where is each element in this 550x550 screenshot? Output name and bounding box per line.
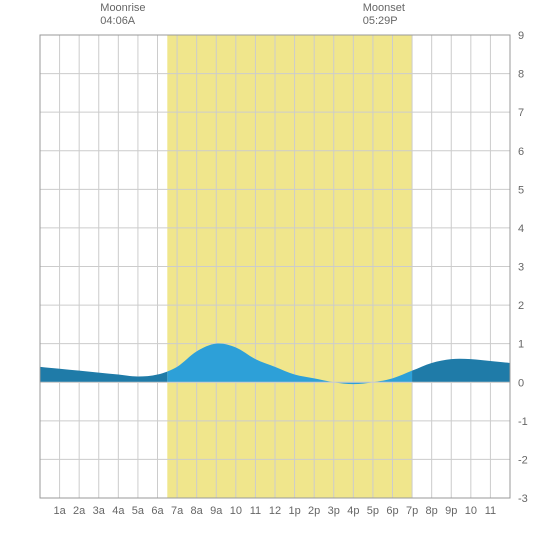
y-tick-label: 4 (518, 223, 524, 235)
x-tick-label: 9a (210, 505, 223, 517)
moonrise-label-title: Moonrise (100, 2, 145, 15)
y-tick-label: 0 (518, 377, 524, 389)
x-tick-label: 4p (347, 505, 359, 517)
x-tick-label: 11 (250, 505, 261, 517)
moonset-label-time: 05:29P (363, 15, 405, 28)
moonset-label-title: Moonset (363, 2, 405, 15)
y-tick-label: 1 (518, 339, 524, 351)
y-tick-label: 9 (518, 30, 524, 42)
x-tick-label: 4a (112, 505, 125, 517)
x-tick-label: 5p (367, 505, 379, 517)
y-tick-label: 5 (518, 184, 524, 196)
tide-chart: 1a2a3a4a5a6a7a8a9a1011121p2p3p4p5p6p7p8p… (0, 0, 550, 550)
x-tick-label: 11 (485, 505, 496, 517)
x-tick-label: 10 (230, 505, 242, 517)
x-tick-label: 8p (426, 505, 438, 517)
x-tick-label: 12 (269, 505, 281, 517)
x-tick-label: 6p (386, 505, 398, 517)
x-tick-label: 2p (308, 505, 320, 517)
chart-svg: 1a2a3a4a5a6a7a8a9a1011121p2p3p4p5p6p7p8p… (0, 0, 550, 550)
y-tick-label: -3 (518, 493, 528, 505)
y-tick-label: 8 (518, 69, 524, 81)
y-tick-label: -1 (518, 416, 528, 428)
x-tick-label: 3p (328, 505, 340, 517)
x-tick-label: 5a (132, 505, 145, 517)
y-tick-label: 2 (518, 300, 524, 312)
x-tick-label: 3a (93, 505, 106, 517)
moonrise-label-time: 04:06A (100, 15, 145, 28)
y-tick-label: 7 (518, 107, 524, 119)
x-tick-label: 1a (53, 505, 66, 517)
x-tick-label: 9p (445, 505, 457, 517)
x-tick-label: 2a (73, 505, 86, 517)
y-tick-label: -2 (518, 454, 528, 466)
moonset-label: Moonset05:29P (363, 2, 405, 28)
x-tick-label: 7a (171, 505, 184, 517)
moonrise-label: Moonrise04:06A (100, 2, 145, 28)
x-tick-label: 10 (465, 505, 477, 517)
y-tick-label: 6 (518, 146, 524, 158)
x-tick-label: 1p (288, 505, 300, 517)
x-tick-label: 8a (191, 505, 204, 517)
y-tick-label: 3 (518, 262, 524, 274)
x-tick-label: 6a (151, 505, 164, 517)
x-tick-label: 7p (406, 505, 418, 517)
